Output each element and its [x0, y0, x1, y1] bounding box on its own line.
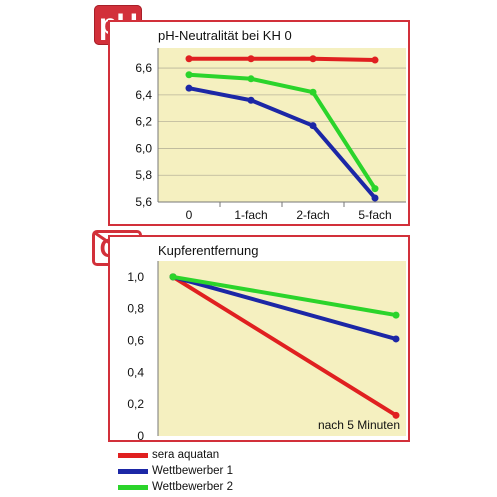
x-tick-label: 5-fach: [358, 208, 391, 222]
ph-chart-panel: pH-Neutralität bei KH 0 5,6 5,8 6,0 6,2 6,4 6…: [108, 20, 410, 226]
cu-chart-panel: Kupferentfernung 0 0,2 0,4 0,6 0,8 1,0 nach 5 …: [108, 235, 410, 443]
data-point: [392, 335, 400, 343]
legend-item: Wettbewerber 1: [118, 463, 233, 479]
legend-swatch: [118, 452, 148, 458]
y-tick-label: 0,4: [127, 365, 144, 379]
data-point: [247, 75, 255, 83]
series-line: [189, 56, 376, 63]
x-tick-label: 1-fach: [234, 208, 267, 222]
data-point: [392, 311, 400, 319]
series-line: [188, 86, 377, 200]
legend-item: sera aquatan: [118, 447, 233, 463]
legend-label: Wettbewerber 2: [152, 481, 233, 493]
data-point: [309, 122, 317, 130]
x-tick-label: 0: [186, 208, 193, 222]
legend-swatch: [118, 468, 148, 474]
ph-chart-title: pH-Neutralität bei KH 0: [158, 28, 292, 43]
ph-chart: 5,6 5,8 6,0 6,2 6,4 6,6 0 1-fach 2-fach 5-fach: [135, 48, 406, 222]
y-tick-label: 6,4: [135, 88, 152, 102]
data-point: [185, 55, 193, 63]
y-tick-label: 0,6: [127, 334, 144, 348]
legend: sera aquatan Wettbewerber 1 Wettbewerber…: [118, 447, 233, 495]
data-point: [169, 273, 177, 281]
y-tick-label: 0: [137, 429, 144, 443]
data-point: [371, 185, 379, 193]
series-line: [171, 274, 398, 418]
x-axis-label: nach 5 Minuten: [318, 418, 400, 432]
cu-chart-title: Kupferentfernung: [158, 243, 259, 258]
legend-label: sera aquatan: [152, 449, 220, 461]
y-tick-label: 6,0: [135, 141, 152, 155]
data-point: [185, 71, 193, 79]
series-line: [171, 274, 398, 318]
data-point: [247, 96, 255, 104]
y-tick-label: 1,0: [127, 270, 144, 284]
legend-swatch: [118, 484, 148, 490]
data-point: [371, 56, 379, 64]
y-tick-label: 5,8: [135, 168, 152, 182]
data-point: [309, 88, 317, 96]
y-tick-label: 0,2: [127, 397, 144, 411]
y-tick-label: 6,2: [135, 115, 152, 129]
data-point: [309, 55, 317, 63]
legend-item: Wettbewerber 2: [118, 479, 233, 495]
cu-chart: 0 0,2 0,4 0,6 0,8 1,0 nach 5 Minuten: [127, 261, 400, 443]
x-tick-label: 2-fach: [296, 208, 329, 222]
series-line: [188, 72, 377, 190]
y-tick-label: 0,8: [127, 302, 144, 316]
y-tick-label: 5,6: [135, 195, 152, 209]
data-point: [392, 411, 400, 419]
data-point: [371, 194, 379, 202]
y-tick-label: 6,6: [135, 61, 152, 75]
cu-plot-area: [158, 261, 406, 436]
data-point: [185, 84, 193, 92]
series-line: [171, 274, 398, 341]
legend-label: Wettbewerber 1: [152, 465, 233, 477]
data-point: [247, 55, 255, 63]
